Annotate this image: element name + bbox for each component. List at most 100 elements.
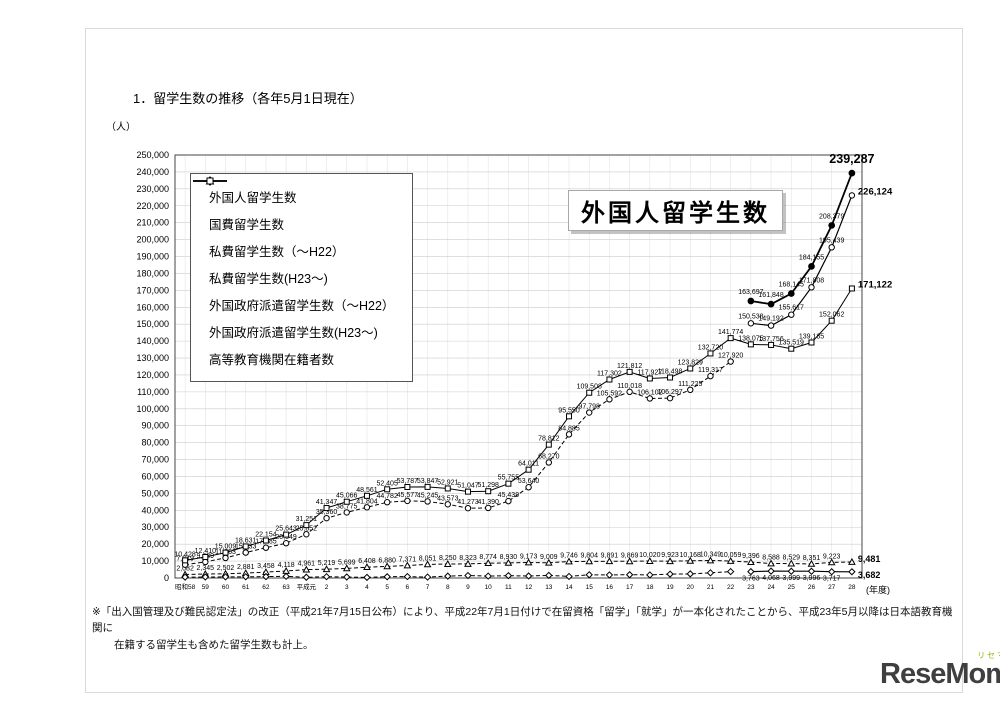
data-label: 9,923 bbox=[661, 552, 679, 559]
series-line bbox=[185, 361, 731, 566]
legend: 外国人留学生数 国費留学生数 私費留学生数（～H22） 私費留学生数(H23～) 外国政… bbox=[190, 173, 414, 382]
svg-text:昭和58: 昭和58 bbox=[175, 582, 196, 591]
data-label: 127,920 bbox=[718, 353, 743, 360]
legend-label: 私費留学生数（～H22） bbox=[209, 245, 345, 259]
svg-text:20,000: 20,000 bbox=[141, 539, 169, 549]
svg-text:8: 8 bbox=[446, 584, 450, 591]
data-label: 3,763 bbox=[742, 576, 760, 583]
footnote: ※「出入国管理及び難民認定法」の改正（平成21年7月15日公布）により、平成22… bbox=[92, 604, 962, 653]
data-label: 51,047 bbox=[457, 483, 479, 490]
data-label: 41,804 bbox=[356, 498, 378, 505]
data-label: 53,787 bbox=[397, 478, 419, 485]
svg-text:13: 13 bbox=[545, 584, 553, 591]
svg-text:140,000: 140,000 bbox=[136, 336, 169, 346]
data-label: 109,508 bbox=[577, 384, 602, 391]
data-label: 123,829 bbox=[678, 359, 703, 366]
data-label: 38,775 bbox=[336, 503, 358, 510]
data-label: 84,885 bbox=[558, 425, 580, 432]
data-label: 9,869 bbox=[621, 552, 639, 559]
svg-text:150,000: 150,000 bbox=[136, 319, 169, 329]
series-外国政府派遣留学生数(H23～): 3,763 4,068 3,999 3,996 3,717 3,682 bbox=[742, 567, 880, 583]
data-label: 44,782 bbox=[376, 493, 398, 500]
legend-item: 私費留学生数（～H22） bbox=[193, 177, 394, 264]
svg-text:230,000: 230,000 bbox=[136, 184, 169, 194]
svg-text:16: 16 bbox=[606, 584, 614, 591]
svg-text:12: 12 bbox=[525, 584, 533, 591]
data-label: 15,009 bbox=[215, 544, 237, 551]
legend-label: 外国政府派遣留学生数(H23～) bbox=[209, 326, 378, 340]
data-label: 9,009 bbox=[540, 554, 558, 561]
svg-text:220,000: 220,000 bbox=[136, 201, 169, 211]
data-label: 9,891 bbox=[601, 552, 619, 559]
svg-text:平成元: 平成元 bbox=[297, 582, 317, 591]
data-label: 3,999 bbox=[783, 575, 801, 582]
data-label: 171,808 bbox=[799, 277, 824, 284]
data-label: 25,643 bbox=[275, 526, 297, 533]
data-label: 10,349 bbox=[700, 551, 722, 558]
data-label: 138,075 bbox=[738, 335, 763, 342]
data-label: 4,118 bbox=[278, 562, 295, 569]
svg-text:5: 5 bbox=[385, 584, 389, 591]
data-label: 22,154 bbox=[255, 532, 277, 539]
legend-label: 私費留学生数(H23～) bbox=[209, 272, 328, 286]
data-label: 12,410 bbox=[195, 548, 217, 555]
data-label: 4,068 bbox=[762, 575, 780, 582]
data-label: 95,550 bbox=[558, 407, 580, 414]
legend-item: 外国人留学生数 bbox=[193, 178, 394, 210]
svg-text:23: 23 bbox=[747, 584, 755, 591]
data-label: 2,345 bbox=[197, 565, 215, 572]
svg-text:110,000: 110,000 bbox=[137, 387, 169, 397]
data-label: 41,390 bbox=[477, 499, 499, 506]
data-label: 55,755 bbox=[498, 475, 520, 482]
data-label: 9,746 bbox=[560, 553, 578, 560]
data-label: 45,245 bbox=[417, 492, 439, 499]
data-label: 8,588 bbox=[762, 554, 780, 561]
data-label: 5,219 bbox=[318, 560, 336, 567]
svg-text:63: 63 bbox=[283, 584, 291, 591]
data-label: 3,717 bbox=[823, 576, 841, 583]
data-label: 10,168 bbox=[680, 552, 702, 559]
data-label: 135,519 bbox=[779, 340, 804, 347]
data-label: 10,428 bbox=[174, 551, 196, 558]
legend-item: 外国政府派遣留学生数（～H22） bbox=[193, 176, 395, 318]
svg-text:160,000: 160,000 bbox=[136, 302, 169, 312]
svg-text:59: 59 bbox=[202, 584, 210, 591]
data-label: 53,640 bbox=[518, 478, 540, 485]
svg-text:6: 6 bbox=[406, 584, 410, 591]
data-label: 117,927 bbox=[637, 369, 662, 376]
data-label: 5,699 bbox=[338, 559, 356, 566]
data-label: 51,298 bbox=[477, 482, 499, 489]
data-label: 149,192 bbox=[758, 316, 783, 323]
data-label: 97,798 bbox=[579, 404, 601, 411]
data-label: 78,812 bbox=[538, 436, 560, 443]
footnote-line-1: ※「出入国管理及び難民認定法」の改正（平成21年7月15日公布）により、平成22… bbox=[92, 606, 953, 635]
svg-text:15: 15 bbox=[586, 584, 594, 591]
chart-title: 1．留学生数の推移（各年5月1日現在） bbox=[133, 91, 363, 106]
svg-text:24: 24 bbox=[767, 584, 775, 591]
y-axis-unit: （人） bbox=[106, 122, 136, 133]
data-label-final: 9,481 bbox=[858, 554, 881, 564]
x-axis-unit: (年度) bbox=[866, 585, 890, 595]
data-label: 53,847 bbox=[417, 478, 439, 485]
data-label: 3,458 bbox=[257, 563, 275, 570]
data-label: 6,408 bbox=[358, 558, 376, 565]
svg-text:61: 61 bbox=[242, 584, 250, 591]
svg-text:20: 20 bbox=[687, 584, 695, 591]
x-axis-labels: 昭和58 59 60 61 62 63 平成元 2 3 4 5 6 7 8 9 10 11 12 13 14 15 16 1… bbox=[175, 582, 856, 591]
svg-text:19: 19 bbox=[666, 584, 674, 591]
data-label: 8,529 bbox=[783, 555, 801, 562]
resemom-logo-text: ReseMom. bbox=[880, 658, 1000, 690]
legend-label: 外国政府派遣留学生数（～H22） bbox=[209, 299, 395, 313]
data-label: 6,880 bbox=[378, 557, 396, 564]
svg-text:80,000: 80,000 bbox=[141, 438, 169, 448]
footnote-line-2: 在籍する留学生も含めた留学生数も計上。 bbox=[114, 638, 314, 651]
svg-text:21: 21 bbox=[707, 584, 715, 591]
svg-text:17: 17 bbox=[626, 584, 634, 591]
data-label: 2,502 bbox=[217, 565, 235, 572]
svg-text:120,000: 120,000 bbox=[136, 370, 169, 380]
data-label: 45,066 bbox=[336, 493, 358, 500]
data-label: 132,720 bbox=[698, 344, 723, 351]
svg-text:190,000: 190,000 bbox=[136, 252, 169, 262]
svg-text:25: 25 bbox=[788, 584, 796, 591]
